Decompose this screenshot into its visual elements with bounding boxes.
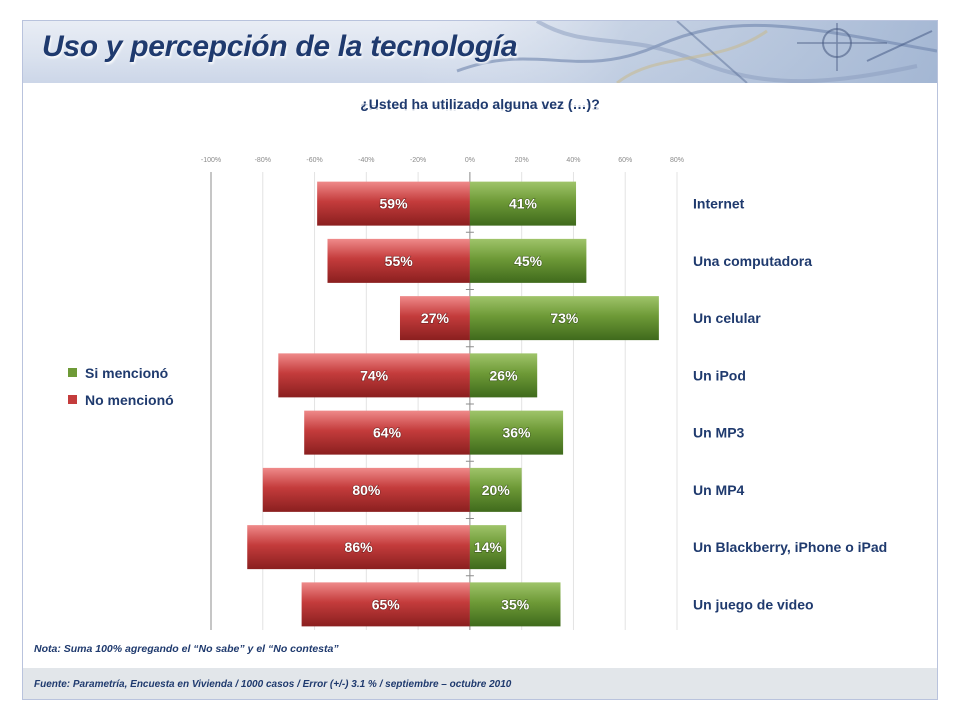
- category-label: Un juego de video: [693, 596, 814, 612]
- x-tick-label: 20%: [515, 157, 529, 164]
- x-tick-label: -100%: [201, 157, 221, 164]
- x-tick-label: 0%: [465, 157, 475, 164]
- bar-no-mencionó: [247, 525, 470, 570]
- category-label: Una computadora: [693, 253, 812, 269]
- legend-swatch-si: [68, 368, 77, 377]
- chart-title: ¿Usted ha utilizado alguna vez (…)?: [360, 96, 600, 112]
- x-tick-label: -20%: [410, 157, 426, 164]
- bar-no-mencionó: [304, 410, 470, 455]
- legend-label-si: Si mencionó: [85, 365, 169, 381]
- footer-band: [23, 668, 937, 699]
- x-tick-label: 40%: [566, 157, 580, 164]
- data-label-si: 35%: [501, 596, 530, 612]
- legend-swatch-no: [68, 395, 77, 404]
- category-label: Un MP3: [693, 425, 745, 441]
- data-label-no: 59%: [380, 196, 409, 212]
- data-label-si: 73%: [550, 310, 579, 326]
- data-label-si: 14%: [474, 539, 503, 555]
- x-tick-label: -80%: [255, 157, 271, 164]
- data-label-si: 45%: [514, 253, 543, 269]
- bar-si-mencionó: [469, 296, 659, 341]
- bar-si-mencionó: [469, 410, 564, 455]
- category-label: Un Blackberry, iPhone o iPad: [693, 539, 887, 555]
- data-label-no: 74%: [360, 367, 389, 383]
- bar-no-mencionó: [327, 238, 470, 283]
- page-title: Uso y percepción de la tecnología: [42, 30, 518, 63]
- bar-no-mencionó: [317, 181, 470, 226]
- bar-si-mencionó: [469, 181, 577, 226]
- bar-no-mencionó: [278, 353, 470, 398]
- bar-si-mencionó: [469, 238, 587, 283]
- data-label-no: 65%: [372, 596, 401, 612]
- data-label-si: 26%: [490, 367, 519, 383]
- data-label-no: 27%: [421, 310, 450, 326]
- bar-si-mencionó: [469, 467, 522, 512]
- data-label-si: 36%: [502, 425, 531, 441]
- banner-decoration: [417, 21, 937, 83]
- source-text: Fuente: Parametría, Encuesta en Vivienda…: [34, 679, 512, 690]
- header-banner: [23, 21, 937, 83]
- legend-item-si: Si mencionó: [68, 365, 168, 381]
- x-tick-label: 80%: [670, 157, 684, 164]
- x-tick-label: 60%: [618, 157, 632, 164]
- data-label-no: 64%: [373, 425, 402, 441]
- data-label-no: 80%: [352, 482, 381, 498]
- data-label-si: 41%: [509, 196, 538, 212]
- bar-no-mencionó: [301, 582, 470, 627]
- bar-no-mencionó: [399, 296, 470, 341]
- category-label: Un iPod: [693, 367, 746, 383]
- data-label-si: 20%: [482, 482, 511, 498]
- legend-item-no: No mencionó: [68, 392, 174, 408]
- footnote: Nota: Suma 100% agregando el “No sabe” y…: [34, 643, 339, 655]
- category-label: Un celular: [693, 310, 761, 326]
- legend-label-no: No mencionó: [85, 392, 174, 408]
- x-tick-label: -60%: [306, 157, 322, 164]
- category-label: Internet: [693, 196, 745, 212]
- bar-no-mencionó: [262, 467, 470, 512]
- data-label-no: 55%: [385, 253, 414, 269]
- bar-si-mencionó: [469, 353, 538, 398]
- bar-si-mencionó: [469, 582, 561, 627]
- bar-si-mencionó: [469, 525, 507, 570]
- category-label: Un MP4: [693, 482, 745, 498]
- x-tick-label: -40%: [358, 157, 374, 164]
- data-label-no: 86%: [345, 539, 374, 555]
